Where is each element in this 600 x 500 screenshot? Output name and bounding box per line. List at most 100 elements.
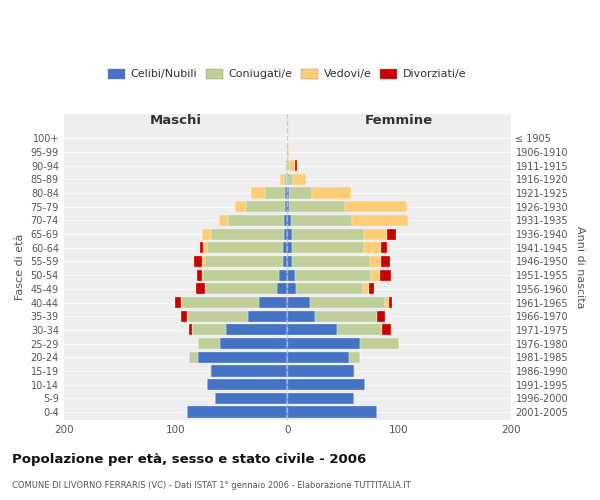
Bar bbox=[189, 352, 198, 363]
Bar bbox=[187, 406, 287, 418]
Bar bbox=[219, 215, 228, 226]
Bar bbox=[290, 215, 352, 226]
Bar bbox=[287, 324, 337, 336]
Bar bbox=[203, 242, 207, 254]
Bar bbox=[286, 160, 287, 172]
Bar bbox=[289, 201, 345, 212]
Bar bbox=[284, 215, 287, 226]
Bar bbox=[280, 174, 284, 185]
Bar bbox=[287, 228, 292, 239]
Bar bbox=[292, 228, 364, 239]
Y-axis label: Anni di nascita: Anni di nascita bbox=[575, 226, 585, 308]
Bar bbox=[369, 283, 374, 294]
Bar bbox=[364, 242, 381, 254]
Bar bbox=[215, 392, 287, 404]
Bar bbox=[287, 338, 360, 349]
Bar bbox=[287, 379, 365, 390]
Bar bbox=[381, 256, 390, 267]
Bar bbox=[211, 228, 284, 239]
Bar bbox=[354, 366, 355, 376]
Bar bbox=[277, 283, 287, 294]
Bar bbox=[287, 406, 377, 418]
Bar bbox=[385, 297, 389, 308]
Bar bbox=[287, 283, 296, 294]
Bar bbox=[207, 242, 283, 254]
Bar bbox=[187, 310, 248, 322]
Bar bbox=[198, 338, 220, 349]
Bar bbox=[192, 324, 226, 336]
Text: Maschi: Maschi bbox=[149, 114, 202, 127]
Bar bbox=[377, 310, 385, 322]
Bar bbox=[284, 174, 287, 185]
Bar bbox=[360, 338, 399, 349]
Bar bbox=[371, 270, 380, 281]
Bar bbox=[207, 379, 287, 390]
Bar bbox=[203, 270, 280, 281]
Bar bbox=[287, 215, 290, 226]
Bar bbox=[315, 310, 377, 322]
Bar bbox=[287, 392, 354, 404]
Bar bbox=[175, 297, 181, 308]
Bar bbox=[284, 228, 287, 239]
Bar bbox=[295, 270, 371, 281]
Bar bbox=[287, 256, 292, 267]
Bar bbox=[287, 352, 349, 363]
Bar bbox=[349, 352, 360, 363]
Bar bbox=[287, 242, 292, 254]
Bar bbox=[202, 256, 205, 267]
Bar bbox=[220, 338, 287, 349]
Bar bbox=[287, 160, 289, 172]
Bar bbox=[337, 324, 382, 336]
Bar bbox=[265, 188, 285, 198]
Bar bbox=[292, 242, 364, 254]
Bar bbox=[181, 297, 259, 308]
Bar bbox=[287, 146, 289, 158]
Bar bbox=[295, 160, 297, 172]
Bar bbox=[287, 270, 295, 281]
Legend: Celibi/Nubili, Coniugati/e, Vedovi/e, Divorziati/e: Celibi/Nubili, Coniugati/e, Vedovi/e, Di… bbox=[104, 64, 470, 84]
Bar bbox=[287, 188, 289, 198]
Bar bbox=[194, 256, 202, 267]
Bar bbox=[389, 297, 392, 308]
Bar bbox=[381, 242, 386, 254]
Bar bbox=[283, 242, 287, 254]
Bar bbox=[370, 256, 381, 267]
Bar bbox=[380, 270, 391, 281]
Bar bbox=[226, 324, 287, 336]
Bar bbox=[189, 324, 192, 336]
Bar bbox=[364, 228, 386, 239]
Bar bbox=[198, 352, 287, 363]
Bar bbox=[289, 188, 312, 198]
Bar bbox=[210, 366, 211, 376]
Bar bbox=[235, 201, 246, 212]
Bar bbox=[246, 201, 285, 212]
Bar bbox=[293, 174, 306, 185]
Bar bbox=[280, 270, 287, 281]
Text: Femmine: Femmine bbox=[365, 114, 433, 127]
Bar bbox=[202, 270, 203, 281]
Bar bbox=[285, 201, 287, 212]
Bar bbox=[287, 310, 315, 322]
Bar bbox=[181, 310, 187, 322]
Bar bbox=[202, 228, 211, 239]
Bar bbox=[196, 283, 205, 294]
Bar bbox=[386, 228, 395, 239]
Bar bbox=[205, 283, 277, 294]
Bar bbox=[352, 215, 408, 226]
Bar bbox=[292, 256, 370, 267]
Bar bbox=[228, 215, 284, 226]
Bar bbox=[287, 297, 310, 308]
Text: Popolazione per età, sesso e stato civile - 2006: Popolazione per età, sesso e stato civil… bbox=[12, 452, 366, 466]
Bar bbox=[285, 188, 287, 198]
Bar bbox=[259, 297, 287, 308]
Bar bbox=[289, 160, 295, 172]
Bar bbox=[283, 256, 287, 267]
Bar bbox=[363, 283, 369, 294]
Bar bbox=[382, 324, 391, 336]
Bar bbox=[197, 270, 202, 281]
Bar bbox=[211, 366, 287, 376]
Bar bbox=[251, 188, 265, 198]
Bar bbox=[287, 201, 289, 212]
Bar bbox=[287, 366, 354, 376]
Bar bbox=[345, 201, 407, 212]
